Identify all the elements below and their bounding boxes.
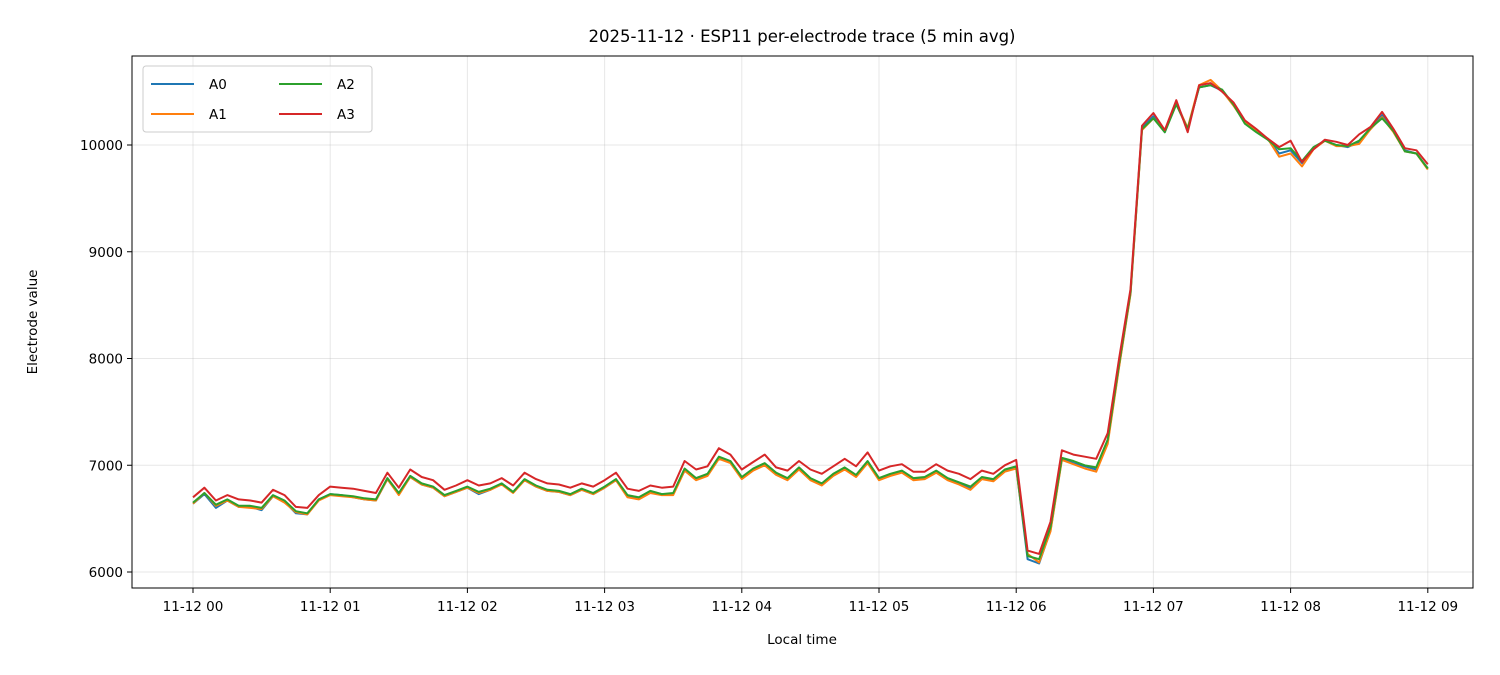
x-tick-label: 11-12 07	[1123, 599, 1184, 615]
y-tick-label: 9000	[89, 245, 123, 261]
x-tick-label: 11-12 01	[300, 599, 361, 615]
y-tick-label: 10000	[80, 138, 123, 154]
x-axis-ticks: 11-12 00 11-12 01 11-12 02 11-12 03 11-12 04…	[163, 588, 1458, 615]
x-tick-label: 11-12 02	[437, 599, 498, 615]
x-tick-label: 11-12 05	[849, 599, 910, 615]
grid-lines	[132, 56, 1473, 588]
legend: A0 A1 A2 A3	[142, 65, 373, 133]
x-tick-label: 11-12 06	[986, 599, 1047, 615]
series-line-a2	[192, 84, 1429, 561]
plot-lines	[192, 78, 1429, 565]
legend-label-a0: A0	[209, 77, 227, 93]
y-tick-label: 8000	[89, 352, 123, 368]
axes-frame	[131, 55, 1474, 589]
x-axis-label: Local time	[767, 632, 837, 648]
x-tick-label: 11-12 00	[163, 599, 224, 615]
legend-label-a3: A3	[337, 107, 355, 123]
y-axis-label: Electrode value	[25, 270, 41, 375]
x-tick-label: 11-12 08	[1260, 599, 1321, 615]
chart-title: 2025-11-12 · ESP11 per-electrode trace (…	[589, 27, 1016, 46]
series-line-a0	[192, 84, 1429, 565]
y-axis-ticks: 6000 7000 8000 9000 10000	[80, 138, 132, 581]
legend-label-a1: A1	[209, 107, 227, 123]
legend-box	[142, 65, 373, 133]
y-tick-label: 6000	[89, 565, 123, 581]
series-line-a3	[192, 82, 1429, 555]
x-tick-label: 11-12 09	[1397, 599, 1458, 615]
y-tick-label: 7000	[89, 458, 123, 474]
x-tick-label: 11-12 04	[711, 599, 772, 615]
x-tick-label: 11-12 03	[574, 599, 635, 615]
legend-label-a2: A2	[337, 77, 355, 93]
